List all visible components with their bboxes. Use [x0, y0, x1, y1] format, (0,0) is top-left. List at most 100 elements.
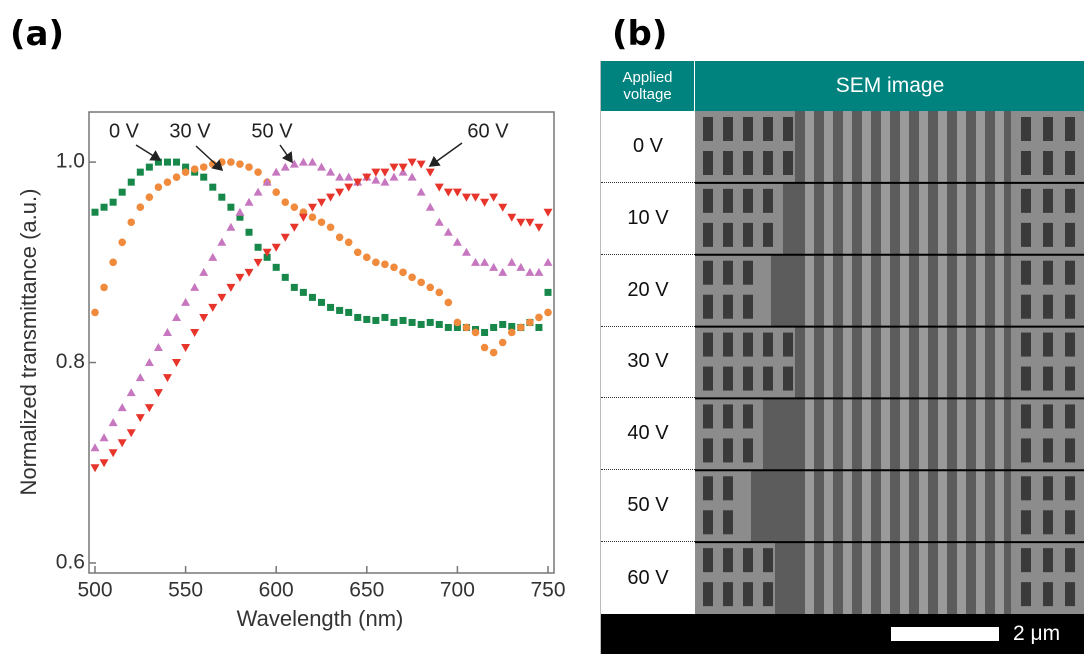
data-point	[91, 208, 99, 216]
data-point	[335, 233, 344, 242]
data-point	[390, 318, 398, 326]
data-point	[117, 439, 127, 448]
data-point	[307, 203, 317, 212]
data-point	[380, 177, 390, 186]
data-point	[345, 308, 353, 316]
data-point	[408, 318, 416, 326]
scale-bar-strip: 2 μm	[601, 614, 1084, 654]
data-point	[153, 343, 163, 352]
data-point	[543, 208, 553, 217]
sem-hole	[1043, 151, 1053, 175]
data-point	[218, 193, 226, 201]
row-label: 10 V	[601, 183, 695, 255]
sem-hole	[1021, 260, 1031, 285]
sem-stripe	[957, 111, 966, 614]
data-point	[327, 303, 335, 311]
sem-hole	[703, 117, 713, 141]
data-point	[452, 188, 462, 197]
data-point	[280, 162, 290, 171]
sem-hole	[783, 332, 793, 357]
sem-hole	[1021, 188, 1031, 213]
data-point	[408, 273, 416, 282]
sem-hole	[1065, 438, 1075, 463]
data-point	[281, 198, 290, 206]
data-point	[271, 167, 281, 176]
data-point	[144, 358, 154, 367]
data-point	[425, 168, 435, 177]
row-label: 40 V	[601, 398, 695, 471]
sem-hole	[723, 222, 733, 247]
sem-image	[695, 111, 1084, 614]
sem-hole	[703, 476, 713, 501]
sem-hole	[703, 438, 713, 463]
data-point	[326, 193, 336, 202]
panel-label: (b)	[612, 14, 668, 54]
series-annotation: 30 V	[169, 120, 211, 142]
data-point	[489, 348, 498, 357]
data-point	[489, 262, 499, 271]
data-point	[162, 327, 172, 336]
data-point	[181, 168, 190, 176]
series-annotation: 60 V	[467, 120, 509, 142]
data-point	[290, 283, 298, 291]
sem-hole	[1043, 294, 1053, 319]
data-point	[227, 203, 235, 211]
sem-hole	[723, 438, 733, 463]
sem-hole	[1065, 294, 1075, 319]
sem-hole	[1065, 582, 1075, 607]
data-point	[235, 273, 245, 282]
data-point	[399, 268, 407, 277]
data-point	[390, 263, 398, 272]
data-point	[236, 213, 244, 221]
sem-hole	[703, 332, 713, 357]
sem-hole	[763, 151, 773, 175]
data-point	[434, 217, 444, 226]
data-point	[481, 328, 489, 336]
data-point	[317, 198, 326, 207]
data-point	[136, 203, 145, 212]
sem-hole	[1021, 222, 1031, 247]
data-point	[108, 418, 118, 427]
data-point	[145, 163, 153, 171]
data-point	[99, 459, 109, 468]
data-point	[452, 237, 462, 246]
data-point	[372, 258, 380, 267]
data-point	[380, 168, 390, 177]
data-point	[218, 158, 226, 166]
data-point	[371, 175, 381, 184]
data-point	[516, 262, 526, 271]
sem-hole	[743, 332, 753, 357]
data-point	[426, 283, 435, 292]
data-point	[226, 283, 236, 292]
data-point	[434, 183, 444, 192]
data-point	[118, 188, 126, 196]
row-label: 60 V	[627, 566, 669, 589]
data-point	[480, 198, 490, 207]
data-point	[471, 328, 480, 337]
sem-hole	[1021, 510, 1031, 535]
data-point	[489, 193, 499, 202]
data-point	[172, 312, 182, 321]
data-point	[480, 343, 489, 352]
data-point	[336, 306, 344, 314]
x-tick-label: 650	[349, 579, 384, 602]
y-tick-label: 0.6	[56, 551, 85, 574]
data-point	[435, 320, 443, 328]
sem-hole	[723, 332, 733, 357]
y-tick-label: 0.8	[56, 350, 85, 373]
sem-hole	[1043, 510, 1053, 535]
panel-label: (a)	[10, 14, 65, 54]
data-point	[526, 318, 534, 327]
data-point	[389, 163, 399, 172]
sem-hole	[703, 582, 713, 607]
data-point	[226, 222, 236, 231]
data-point	[172, 173, 181, 181]
x-tick-label: 500	[77, 579, 112, 602]
sem-hole	[1021, 117, 1031, 141]
sem-hole	[1065, 260, 1075, 285]
data-point	[163, 158, 171, 166]
data-point	[354, 313, 362, 321]
data-point	[244, 268, 254, 277]
data-point	[126, 388, 136, 397]
data-point	[199, 163, 208, 171]
